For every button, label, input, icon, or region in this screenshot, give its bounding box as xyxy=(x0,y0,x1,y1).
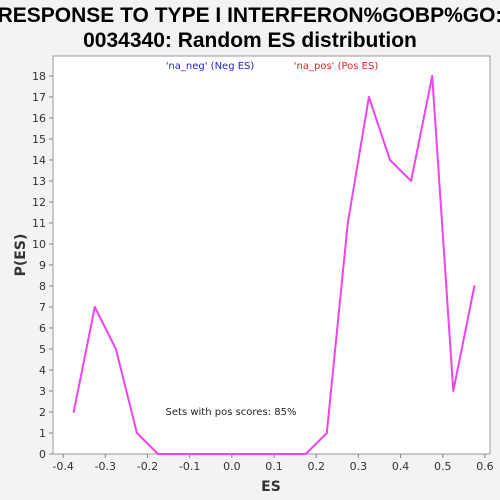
x-axis-label: ES xyxy=(261,479,281,495)
data-point xyxy=(284,453,286,455)
data-point xyxy=(241,453,243,455)
data-point xyxy=(220,453,222,455)
y-tick-label: 15 xyxy=(32,133,46,146)
x-tick-label: -0.1 xyxy=(179,460,200,473)
data-point xyxy=(305,453,307,455)
y-tick-label: 0 xyxy=(39,448,46,461)
data-point xyxy=(115,348,117,350)
data-point xyxy=(94,306,96,308)
y-tick-label: 14 xyxy=(32,154,46,167)
y-tick-label: 16 xyxy=(32,112,46,125)
x-tick-label: 0.6 xyxy=(476,460,494,473)
data-point xyxy=(410,180,412,182)
x-tick-label: 0.2 xyxy=(307,460,325,473)
y-tick-label: 9 xyxy=(39,259,46,272)
data-point xyxy=(452,390,454,392)
data-point xyxy=(73,411,75,413)
y-tick-label: 10 xyxy=(32,238,46,251)
data-point xyxy=(431,75,433,77)
x-tick-label: 0.3 xyxy=(350,460,368,473)
y-tick-label: 6 xyxy=(39,322,46,335)
y-tick-label: 18 xyxy=(32,70,46,83)
x-tick-label: -0.3 xyxy=(95,460,116,473)
legend-entry-pos: 'na_pos' (Pos ES) xyxy=(294,61,379,72)
y-tick-label: 1 xyxy=(39,427,46,440)
y-tick-label: 17 xyxy=(32,91,46,104)
data-point xyxy=(347,222,349,224)
x-tick-label: -0.2 xyxy=(137,460,158,473)
data-point xyxy=(389,159,391,161)
x-tick-label: 0.5 xyxy=(434,460,452,473)
legend-entry-neg: 'na_neg' (Neg ES) xyxy=(166,61,255,72)
y-tick-label: 12 xyxy=(32,196,46,209)
y-tick-label: 7 xyxy=(39,301,46,314)
y-tick-label: 11 xyxy=(32,217,46,230)
y-tick-label: 4 xyxy=(39,364,46,377)
pos-scores-annotation: Sets with pos scores: 85% xyxy=(166,407,297,418)
x-tick-label: -0.4 xyxy=(52,460,73,473)
data-point xyxy=(368,96,370,98)
y-axis-label: P(ES) xyxy=(13,234,29,277)
chart-title-line-2: 0034340: Random ES distribution xyxy=(83,29,417,52)
data-point xyxy=(178,453,180,455)
x-tick-label: 0.0 xyxy=(223,460,241,473)
data-point xyxy=(263,453,265,455)
chart-title-line-1: RESPONSE TO TYPE I INTERFERON%GOBP%GO: xyxy=(0,4,500,27)
x-axis: -0.4 -0.3 -0.2 -0.1 0.0 0.1 0.2 0.3 0.4 0.5 0.6 xyxy=(52,454,493,473)
data-point xyxy=(326,432,328,434)
data-point xyxy=(157,453,159,455)
data-point xyxy=(136,432,138,434)
y-tick-label: 13 xyxy=(32,175,46,188)
y-tick-label: 5 xyxy=(39,343,46,356)
data-point xyxy=(199,453,201,455)
y-tick-label: 2 xyxy=(39,406,46,419)
y-tick-label: 3 xyxy=(39,385,46,398)
x-tick-label: 0.4 xyxy=(392,460,410,473)
data-point xyxy=(473,285,475,287)
y-tick-label: 8 xyxy=(39,280,46,293)
x-tick-label: 0.1 xyxy=(265,460,283,473)
